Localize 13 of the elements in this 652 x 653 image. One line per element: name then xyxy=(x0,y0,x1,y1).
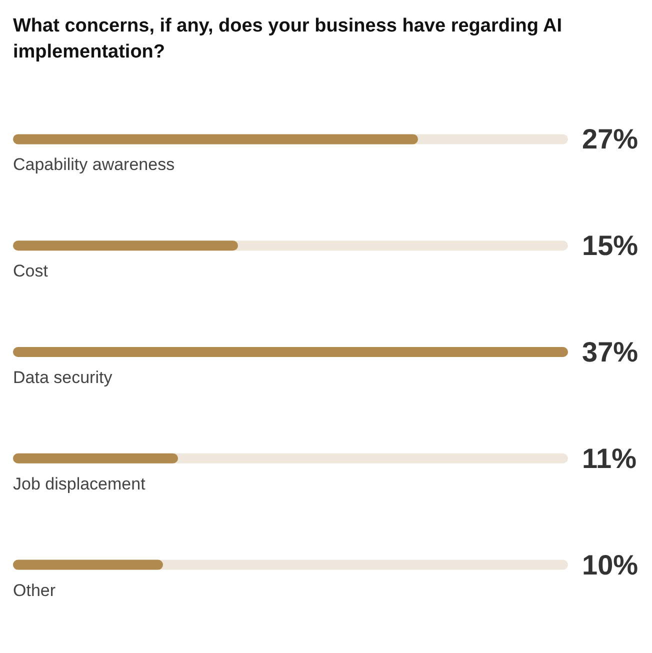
chart-title: What concerns, if any, does your business have regarding AI implementation? xyxy=(13,16,568,62)
data-label: 27% xyxy=(582,124,638,155)
data-label: 15% xyxy=(582,230,638,262)
bar xyxy=(13,453,178,464)
bar xyxy=(13,560,163,570)
y-tick-label: Data security xyxy=(13,368,113,387)
data-label: 11% xyxy=(582,442,637,474)
data-label: 37% xyxy=(582,336,638,368)
data-label: 10% xyxy=(582,549,638,580)
y-tick-label: Job displacement xyxy=(13,474,146,494)
y-tick-label: Cost xyxy=(13,262,48,281)
y-tick-label: Other xyxy=(13,580,56,600)
y-tick-label: Capability awareness xyxy=(13,155,175,174)
